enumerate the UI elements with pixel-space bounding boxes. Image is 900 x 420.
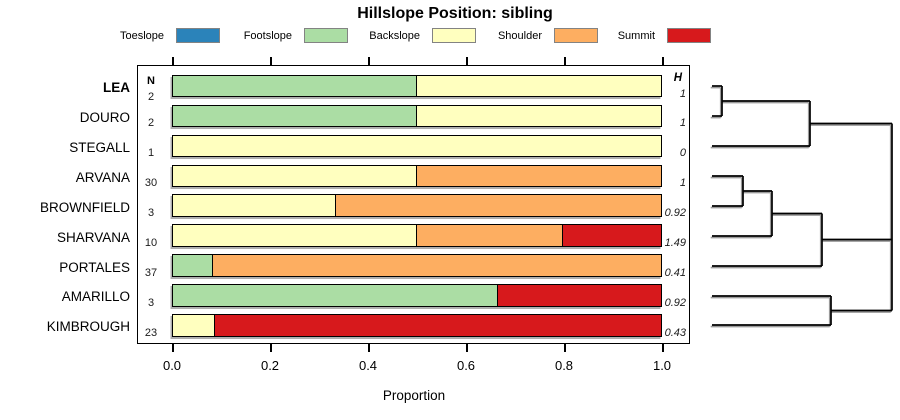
- bar-segment-backslope: [417, 75, 661, 97]
- x-tick-label: 0.4: [358, 358, 378, 373]
- x-tick-top: [368, 57, 370, 65]
- x-tick-bottom: [662, 344, 664, 352]
- legend-label-shoulder: Shoulder: [497, 30, 542, 42]
- bar-segment-backslope: [173, 135, 661, 157]
- row-label-arvana: ARVANA: [75, 169, 130, 185]
- bar-segment-shoulder: [212, 255, 661, 276]
- bar-segment-footslope: [173, 105, 417, 127]
- row-label-amarillo: AMARILLO: [61, 289, 130, 305]
- bar-segment-shoulder: [417, 225, 564, 246]
- row-label-sharvana: SHARVANA: [56, 229, 130, 245]
- h-value: 0: [679, 147, 686, 160]
- row-label-douro: DOURO: [79, 109, 130, 125]
- bar-segment-footslope: [173, 75, 417, 97]
- x-tick-bottom: [368, 344, 370, 352]
- row-label-brownfield: BROWNFIELD: [39, 199, 130, 215]
- x-tick-bottom: [172, 344, 174, 352]
- h-value: 0.92: [664, 207, 686, 220]
- x-tick-label: 0.0: [162, 358, 182, 373]
- bar-arvana: [172, 164, 662, 187]
- x-tick-top: [270, 57, 272, 65]
- x-tick-label: 0.2: [260, 358, 280, 373]
- n-value: 30: [144, 177, 158, 190]
- n-value: 10: [144, 237, 158, 250]
- bar-segment-summit: [563, 225, 661, 246]
- bar-douro: [172, 104, 662, 128]
- x-tick-top: [466, 57, 468, 65]
- legend-label-summit: Summit: [617, 30, 655, 42]
- h-value: 0.92: [664, 296, 686, 309]
- bar-stegall: [172, 134, 662, 158]
- row-label-stegall: STEGALL: [69, 139, 130, 155]
- h-value: 0.41: [664, 267, 686, 280]
- bar-segment-shoulder: [417, 165, 661, 186]
- bar-segment-backslope: [417, 105, 661, 127]
- bar-segment-footslope: [173, 255, 213, 276]
- h-value: 0.43: [664, 326, 686, 339]
- row-label-lea: LEA: [103, 80, 130, 95]
- x-tick-label: 0.8: [554, 358, 574, 373]
- x-tick-bottom: [270, 344, 272, 352]
- x-tick-top: [662, 57, 664, 65]
- row-label-portales: PORTALES: [59, 259, 130, 275]
- bar-segment-footslope: [173, 285, 499, 306]
- bar-segment-backslope: [173, 315, 216, 336]
- n-value: 2: [147, 90, 155, 103]
- n-value: 1: [147, 147, 155, 160]
- bar-lea: [172, 74, 662, 98]
- x-axis-title: Proportion: [382, 388, 446, 403]
- n-value: 3: [147, 296, 155, 309]
- bar-segment-backslope: [173, 195, 336, 216]
- legend-label-toeslope: Toeslope: [119, 30, 164, 42]
- x-tick-bottom: [466, 344, 468, 352]
- legend-swatch-summit: [667, 28, 711, 43]
- n-value: 23: [144, 326, 158, 339]
- bar-segment-backslope: [173, 225, 417, 246]
- legend-swatch-toeslope: [176, 28, 220, 43]
- legend-swatch-footslope: [304, 28, 348, 43]
- bar-segment-summit: [215, 315, 661, 336]
- legend-swatch-shoulder: [554, 28, 598, 43]
- h-column-header: H: [673, 72, 682, 84]
- h-value: 1: [679, 117, 686, 130]
- legend-swatch-backslope: [432, 28, 476, 43]
- bar-kimbrough: [172, 314, 662, 337]
- x-tick-top: [564, 57, 566, 65]
- x-tick-label: 0.6: [456, 358, 476, 373]
- n-column-header: N: [147, 75, 155, 87]
- h-value: 1: [679, 177, 686, 190]
- legend-label-backslope: Backslope: [369, 30, 420, 42]
- bar-segment-summit: [498, 285, 661, 306]
- n-value: 2: [147, 117, 155, 130]
- bar-segment-backslope: [173, 165, 417, 186]
- n-value: 3: [147, 207, 155, 220]
- h-value: 1: [679, 87, 686, 100]
- x-tick-label: 1.0: [652, 358, 672, 373]
- bar-amarillo: [172, 284, 662, 307]
- bar-sharvana: [172, 224, 662, 247]
- row-label-kimbrough: KIMBROUGH: [46, 319, 130, 335]
- n-value: 37: [144, 267, 158, 280]
- page-title: Hillslope Position: sibling: [357, 5, 553, 22]
- bar-brownfield: [172, 194, 662, 217]
- h-value: 1.49: [664, 237, 686, 250]
- bar-segment-shoulder: [335, 195, 661, 216]
- bar-portales: [172, 254, 662, 277]
- x-tick-top: [172, 57, 174, 65]
- legend-label-footslope: Footslope: [243, 30, 292, 42]
- x-tick-bottom: [564, 344, 566, 352]
